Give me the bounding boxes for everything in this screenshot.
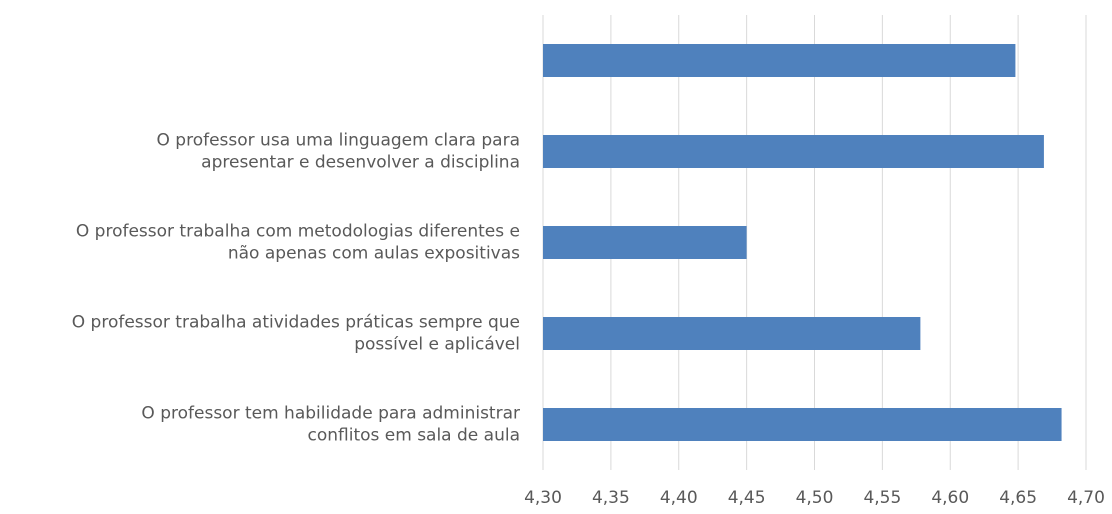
x-tick-label: 4,50 (796, 488, 834, 508)
y-tick-label: O professor tem habilidade para administ… (141, 404, 520, 446)
x-tick-label: 4,55 (863, 488, 901, 508)
x-tick-label: 4,30 (524, 488, 562, 508)
x-tick-label: 4,40 (660, 488, 698, 508)
bar (543, 317, 921, 350)
x-tick-label: 4,60 (931, 488, 969, 508)
bar (543, 44, 1016, 77)
x-tick-label: 4,70 (1067, 488, 1105, 508)
x-tick-label: 4,65 (999, 488, 1037, 508)
bar (543, 135, 1044, 168)
y-tick-label: O professor usa uma linguagem clara para… (157, 131, 520, 173)
bar (543, 226, 747, 259)
x-tick-label: 4,35 (592, 488, 630, 508)
y-tick-label: O professor trabalha com metodologias di… (76, 222, 520, 264)
x-tick-label: 4,45 (728, 488, 766, 508)
y-tick-label: O professor trabalha atividades práticas… (72, 313, 520, 355)
bar (543, 408, 1062, 441)
